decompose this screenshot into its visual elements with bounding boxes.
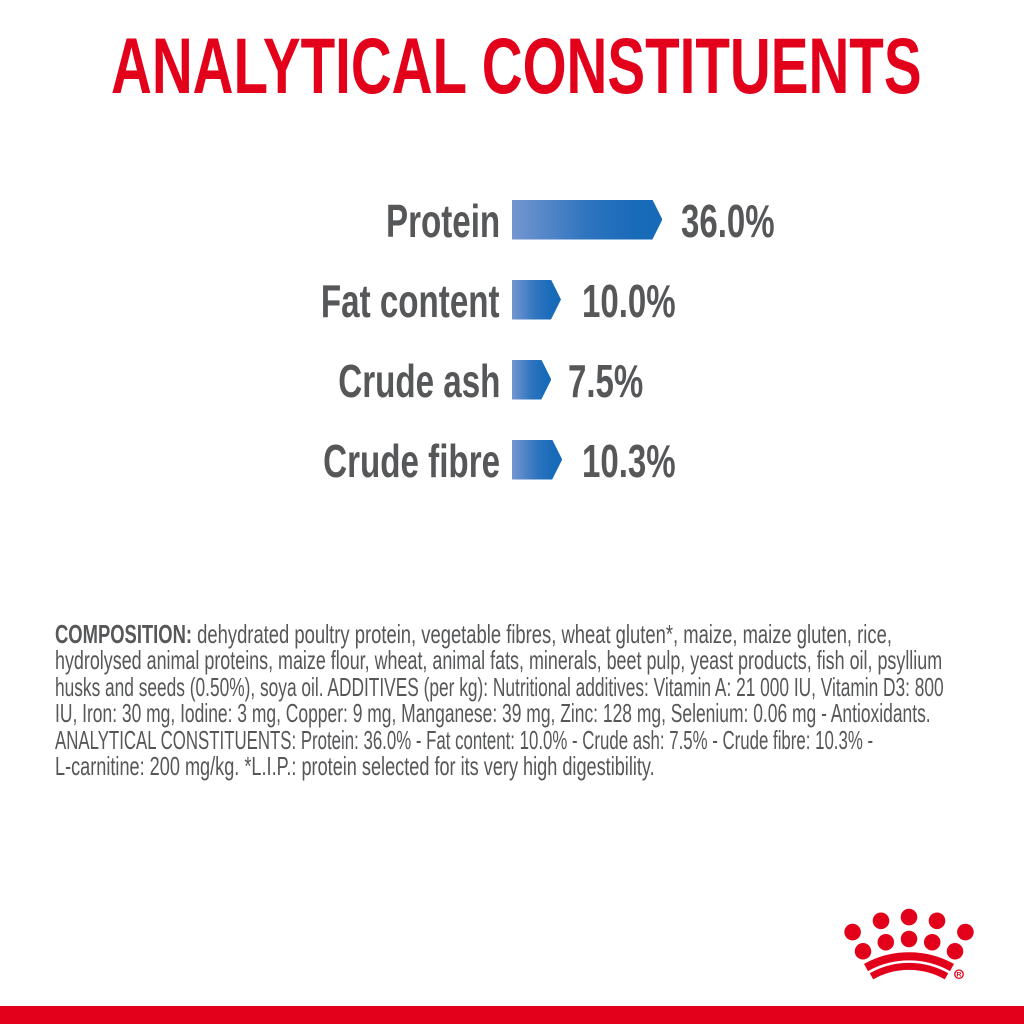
svg-text:R: R xyxy=(957,972,962,979)
